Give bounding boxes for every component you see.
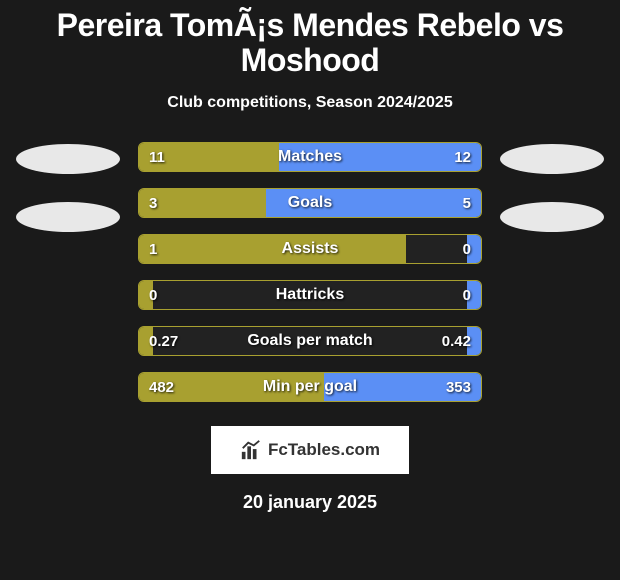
stat-row: 00Hattricks	[138, 280, 482, 310]
bar-player2	[266, 189, 481, 217]
player1-avatar-bottom	[16, 202, 120, 232]
player2-avatar-bottom	[500, 202, 604, 232]
stat-bars: 1112Matches35Goals10Assists00Hattricks0.…	[138, 142, 482, 402]
value-player2: 12	[454, 143, 471, 171]
stat-row: 482353Min per goal	[138, 372, 482, 402]
bar-player2	[279, 143, 481, 171]
value-player1: 0.27	[149, 327, 178, 355]
stats-area: 1112Matches35Goals10Assists00Hattricks0.…	[0, 142, 620, 402]
value-player1: 3	[149, 189, 157, 217]
stat-row: 10Assists	[138, 234, 482, 264]
page-title: Pereira TomÃ¡s Mendes Rebelo vs Moshood	[0, 8, 620, 78]
site-logo[interactable]: FcTables.com	[211, 426, 409, 474]
bar-spacer	[153, 327, 468, 355]
player2-avatar-col	[500, 142, 604, 232]
chart-icon	[240, 439, 262, 461]
bar-player1	[139, 189, 266, 217]
logo-text: FcTables.com	[268, 440, 380, 460]
stat-row: 1112Matches	[138, 142, 482, 172]
subtitle: Club competitions, Season 2024/2025	[0, 94, 620, 112]
value-player2: 353	[446, 373, 471, 401]
value-player2: 0	[463, 235, 471, 263]
stat-row: 0.270.42Goals per match	[138, 326, 482, 356]
snapshot-date: 20 january 2025	[0, 492, 620, 513]
value-player1: 482	[149, 373, 174, 401]
bar-player1	[139, 235, 406, 263]
value-player1: 11	[149, 143, 165, 171]
value-player1: 0	[149, 281, 157, 309]
player2-avatar-top	[500, 144, 604, 174]
value-player2: 0.42	[442, 327, 471, 355]
value-player2: 5	[463, 189, 471, 217]
value-player1: 1	[149, 235, 157, 263]
stat-row: 35Goals	[138, 188, 482, 218]
comparison-card: Pereira TomÃ¡s Mendes Rebelo vs Moshood …	[0, 0, 620, 513]
player1-avatar-top	[16, 144, 120, 174]
player1-avatar-col	[16, 142, 120, 232]
bar-spacer	[406, 235, 468, 263]
value-player2: 0	[463, 281, 471, 309]
bar-spacer	[153, 281, 468, 309]
